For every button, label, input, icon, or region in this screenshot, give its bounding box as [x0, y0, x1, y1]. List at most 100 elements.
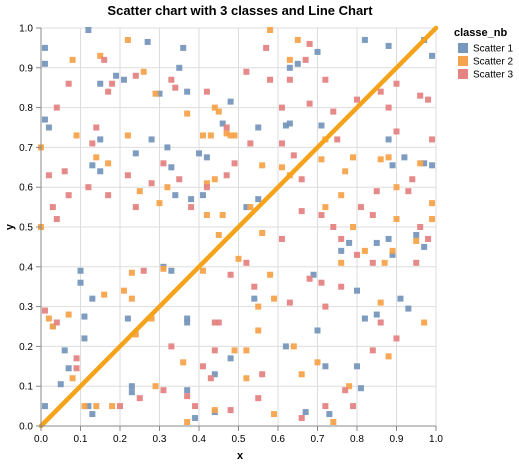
- scatter-point-series-1: [227, 355, 234, 362]
- scatter-point-series-3: [278, 104, 285, 111]
- scatter-point-series-1: [41, 60, 48, 67]
- scatter-point-series-3: [247, 140, 254, 147]
- scatter-point-series-1: [211, 371, 218, 378]
- scatter-point-series-1: [57, 381, 64, 388]
- x-tick-label: 0.4: [192, 434, 206, 445]
- scatter-point-series-2: [393, 184, 400, 191]
- scatter-point-series-3: [227, 271, 234, 278]
- scatter-point-series-2: [203, 212, 210, 219]
- scatter-point-series-2: [136, 188, 143, 195]
- scatter-point-series-1: [255, 124, 262, 131]
- scatter-point-series-3: [322, 403, 329, 410]
- axes: 0.0 0.1 0.2 0.3 0.4 0.5 0.6 0.7 0.8 0.9 1.0 0.0 0.1 0…: [19, 24, 443, 446]
- scatter-point-series-1: [184, 387, 191, 394]
- scatter-point-series-2: [69, 375, 76, 382]
- scatter-point-series-1: [124, 315, 131, 322]
- scatter-point-series-2: [267, 271, 274, 278]
- scatter-point-series-3: [357, 204, 364, 211]
- y-tick-label: 1.0: [19, 24, 33, 35]
- scatter-point-series-3: [377, 88, 384, 95]
- scatter-point-series-2: [128, 269, 135, 276]
- scatter-point-series-1: [389, 162, 396, 169]
- scatter-point-series-1: [361, 36, 368, 43]
- scatter-point-series-1: [389, 251, 396, 258]
- scatter-point-series-3: [136, 395, 143, 402]
- y-tick-label: 0.6: [19, 183, 33, 194]
- scatter-point-series-3: [425, 235, 432, 242]
- scatter-point-series-1: [405, 305, 412, 312]
- scatter-point-series-2: [350, 224, 357, 230]
- scatter-point-series-3: [350, 403, 357, 410]
- legend-label: Scatter 2: [473, 57, 513, 68]
- scatter-point-series-1: [318, 122, 325, 129]
- scatter-point-series-2: [290, 343, 297, 350]
- scatter-point-series-2: [199, 267, 206, 274]
- scatter-point-series-2: [235, 255, 242, 262]
- scatter-point-series-1: [61, 347, 68, 354]
- scatter-point-series-3: [160, 387, 167, 394]
- scatter-point-series-3: [73, 355, 80, 362]
- scatter-point-series-1: [421, 243, 428, 250]
- scatter-point-series-2: [243, 375, 250, 382]
- y-tick-label: 0.0: [19, 422, 33, 433]
- y-tick-label: 0.1: [19, 382, 33, 393]
- trend-line: [38, 25, 439, 429]
- scatter-point-series-3: [267, 76, 274, 83]
- scatter-point-series-2: [203, 180, 210, 187]
- scatter-point-series-3: [85, 184, 92, 191]
- scatter-point-series-1: [89, 411, 96, 418]
- scatter-point-series-1: [310, 271, 317, 278]
- scatter-point-series-1: [361, 315, 368, 322]
- scatter-point-series-3: [65, 192, 72, 199]
- scatter-point-series-3: [215, 319, 222, 326]
- scatter-point-series-2: [215, 108, 222, 115]
- scatter-point-series-2: [421, 319, 428, 326]
- scatter-point-series-3: [223, 172, 230, 179]
- scatter-point-series-1: [227, 98, 234, 105]
- scatter-point-series-3: [318, 279, 325, 286]
- scatter-point-series-3: [199, 363, 206, 370]
- scatter-point-series-1: [81, 313, 88, 320]
- scatter-point-series-3: [417, 224, 424, 230]
- scatter-point-series-2: [377, 299, 384, 306]
- scatter-point-series-2: [93, 403, 100, 410]
- x-axis-title: x: [237, 450, 244, 462]
- scatter-point-series-2: [338, 192, 345, 199]
- y-tick-label: 0.7: [19, 143, 33, 154]
- scatter-point-series-3: [227, 407, 234, 414]
- scatter-point-series-2: [73, 132, 80, 139]
- scatter-point-series-2: [271, 295, 278, 302]
- scatter-point-series-3: [429, 136, 436, 143]
- scatter-point-series-3: [330, 224, 337, 230]
- scatter-point-series-3: [101, 56, 108, 63]
- scatter-point-series-1: [113, 72, 120, 79]
- scatter-point-series-3: [53, 216, 60, 223]
- scatter-point-series-1: [184, 88, 191, 95]
- scatter-point-series-3: [53, 319, 60, 326]
- scatter-point-series-1: [401, 154, 408, 161]
- x-tick-label: 0.3: [153, 434, 167, 445]
- scatter-point-series-2: [385, 353, 392, 360]
- scatter-point-series-2: [180, 359, 187, 366]
- scatter-point-series-3: [425, 96, 432, 103]
- scatter-point-series-3: [330, 108, 337, 115]
- scatter-point-series-1: [184, 319, 191, 326]
- scatter-point-series-1: [314, 48, 321, 55]
- scatter-point-series-1: [385, 136, 392, 143]
- scatter-point-series-3: [207, 375, 214, 382]
- scatter-point-series-1: [132, 150, 139, 157]
- scatter-point-series-1: [97, 136, 104, 143]
- scatter-point-series-1: [314, 327, 321, 334]
- scatter-point-series-3: [259, 371, 266, 378]
- scatter-point-series-3: [306, 40, 313, 47]
- scatter-point-series-1: [156, 90, 163, 97]
- scatter-point-series-1: [326, 411, 333, 418]
- scatter-point-series-2: [164, 184, 171, 191]
- scatter-point-series-1: [192, 415, 199, 422]
- scatter-point-series-3: [160, 160, 167, 167]
- scatter-point-series-2: [152, 90, 159, 97]
- scatter-point-series-2: [314, 359, 321, 366]
- scatter-point-series-2: [259, 162, 266, 169]
- scatter-point-series-3: [176, 176, 183, 183]
- scatter-point-series-1: [385, 235, 392, 242]
